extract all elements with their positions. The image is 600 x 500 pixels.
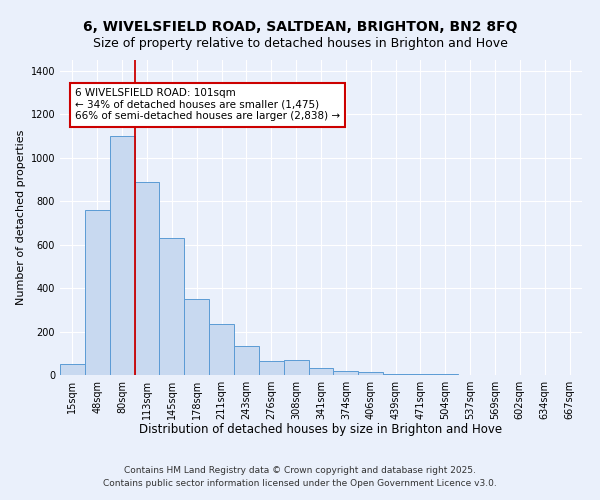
Bar [308, 368, 334, 375]
X-axis label: Distribution of detached houses by size in Brighton and Hove: Distribution of detached houses by size … [139, 424, 503, 436]
Bar [358, 372, 383, 375]
Bar [209, 324, 234, 375]
Text: Size of property relative to detached houses in Brighton and Hove: Size of property relative to detached ho… [92, 38, 508, 51]
Bar [334, 370, 358, 375]
Text: 6 WIVELSFIELD ROAD: 101sqm
← 34% of detached houses are smaller (1,475)
66% of s: 6 WIVELSFIELD ROAD: 101sqm ← 34% of deta… [75, 88, 340, 122]
Bar [134, 182, 160, 375]
Text: Contains HM Land Registry data © Crown copyright and database right 2025.
Contai: Contains HM Land Registry data © Crown c… [103, 466, 497, 487]
Bar [408, 374, 433, 375]
Bar [184, 299, 209, 375]
Y-axis label: Number of detached properties: Number of detached properties [16, 130, 26, 305]
Bar [234, 346, 259, 375]
Bar [110, 136, 134, 375]
Bar [383, 374, 408, 375]
Text: 6, WIVELSFIELD ROAD, SALTDEAN, BRIGHTON, BN2 8FQ: 6, WIVELSFIELD ROAD, SALTDEAN, BRIGHTON,… [83, 20, 517, 34]
Bar [259, 361, 284, 375]
Bar [433, 374, 458, 375]
Bar [284, 360, 308, 375]
Bar [85, 210, 110, 375]
Bar [160, 238, 184, 375]
Bar [60, 364, 85, 375]
